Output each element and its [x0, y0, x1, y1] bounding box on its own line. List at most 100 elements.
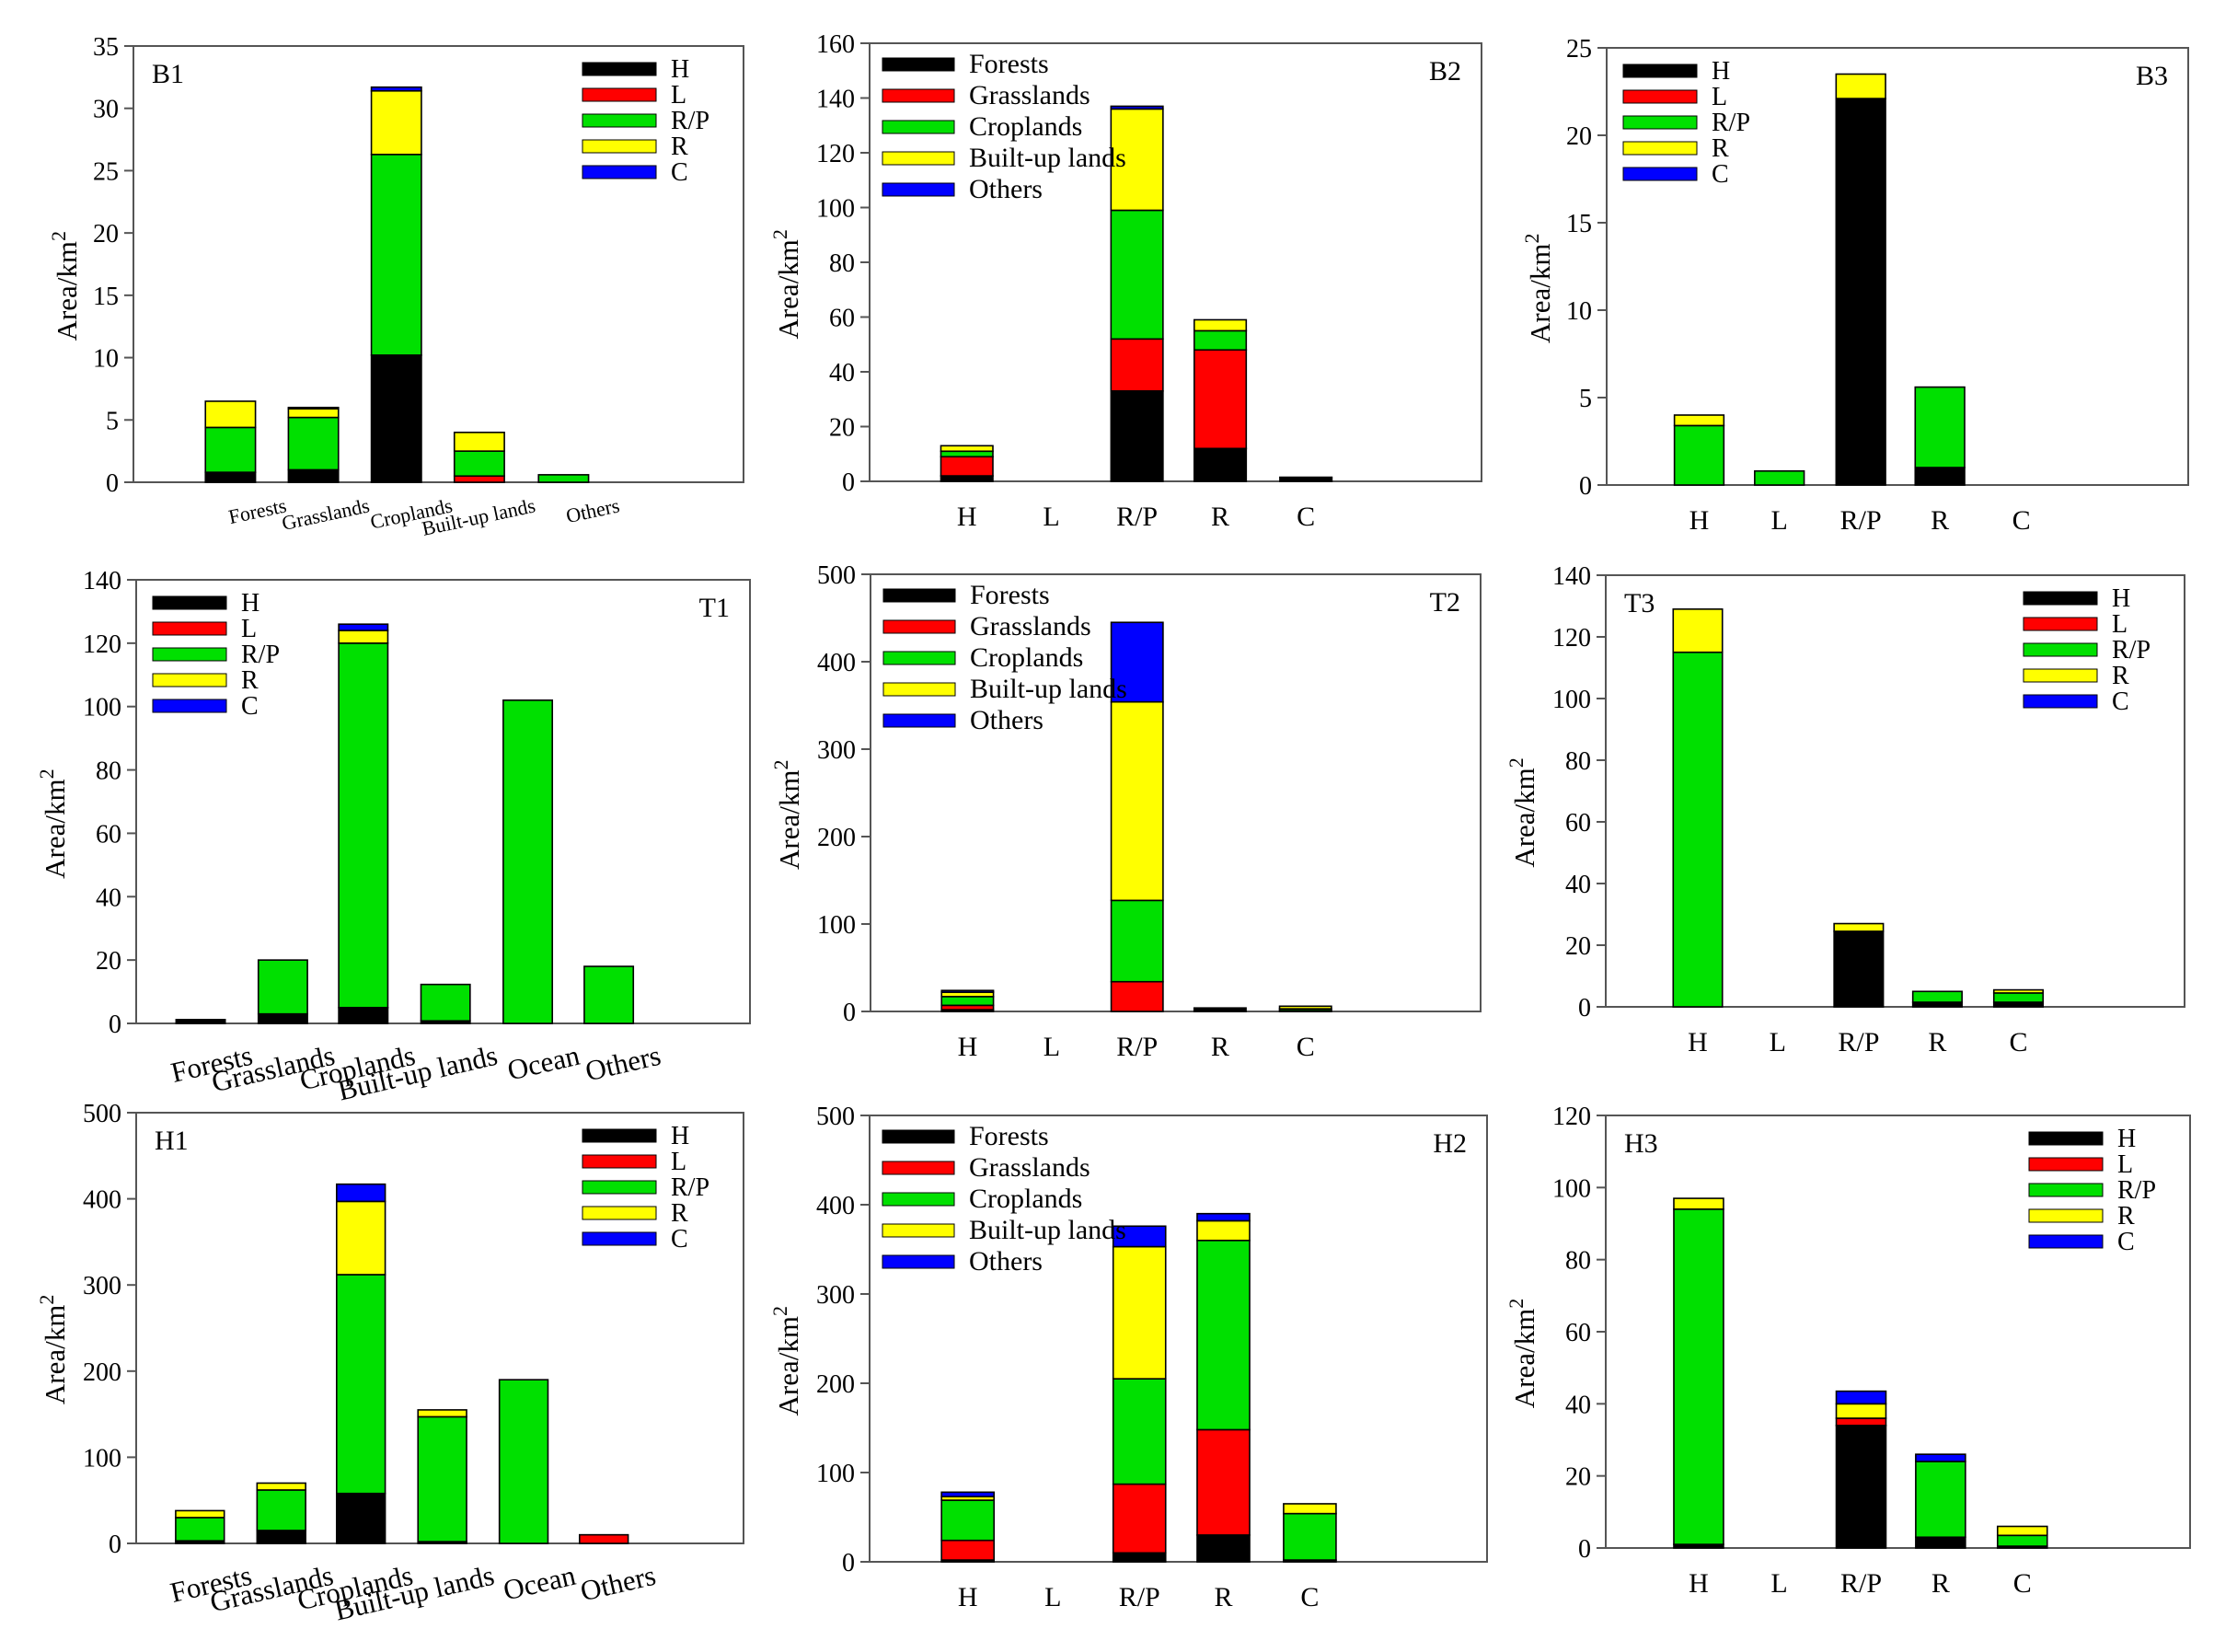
x-tick-label: R/P — [1840, 505, 1882, 536]
y-axis: 0 100 200 300 400 500 Area/km2 — [35, 1100, 136, 1559]
legend-swatch-c — [152, 699, 227, 713]
bar-segment-others-r-p — [537, 474, 590, 483]
bar-segment-h-croplands — [940, 450, 994, 458]
bar-group — [1673, 73, 1966, 486]
y-axis-label: Area/km2 — [47, 231, 83, 341]
bar-segment-r-built-up-lands — [1193, 318, 1248, 332]
y-tick-label: 20 — [96, 947, 121, 976]
legend-swatch-forests — [882, 1129, 955, 1144]
bar-segment-others-l — [578, 1533, 629, 1544]
bar-segment-r-built-up-lands — [1196, 1219, 1251, 1242]
bar-segment-c-forests — [1279, 476, 1333, 482]
y-tick-label: 120 — [1552, 1103, 1591, 1131]
bar-segment-r-p-built-up-lands — [1110, 700, 1164, 902]
legend-label-croplands: Croplands — [969, 111, 1082, 142]
y-tick-label: 500 — [817, 561, 856, 590]
legend-swatch-l — [582, 87, 657, 102]
y-axis: 0 20 40 60 80 100 120 140 Area/km2 — [1505, 562, 1606, 1022]
y-tick-label: 200 — [816, 1370, 855, 1399]
legend-swatch-forests — [882, 588, 956, 603]
bar-segment-r-forests — [1193, 447, 1248, 482]
legend-label-c: C — [2117, 1228, 2135, 1256]
y-tick-label: 200 — [83, 1358, 121, 1387]
y-tick-label: 300 — [816, 1281, 855, 1310]
bar-segment-grasslands-h — [287, 468, 340, 483]
y-axis: 0 5 10 15 20 25 Area/km2 — [1520, 35, 1607, 501]
y-tick-label: 10 — [1566, 297, 1592, 326]
legend-label-r: R — [1712, 134, 1729, 163]
bar-segment-h-croplands — [940, 996, 995, 1007]
x-tick-label: R — [1931, 505, 1949, 536]
bar-segment-croplands-h — [370, 354, 422, 483]
y-axis: 0 5 10 15 20 25 30 35 Area/km2 — [47, 33, 133, 498]
legend-label-built-up-lands: Built-up lands — [969, 143, 1126, 173]
y-tick-label: 0 — [109, 1531, 121, 1559]
legend-swatch-built-up-lands — [882, 1223, 955, 1238]
legend-swatch-built-up-lands — [882, 151, 955, 166]
y-axis-label: Area/km2 — [768, 1306, 804, 1415]
bar-segment-r-p-grasslands — [1112, 1483, 1167, 1554]
plot-frame — [870, 573, 1482, 1012]
legend-label-c: C — [2112, 687, 2129, 716]
bar-segment-r-p-l — [1835, 1417, 1887, 1427]
bar-segment-r-p-built-up-lands — [1110, 108, 1164, 212]
bar-segment-r-p-h — [1835, 1425, 1887, 1549]
bar-segment-r-forests — [1193, 1007, 1247, 1012]
x-tick-label: L — [1044, 1032, 1060, 1062]
y-tick-label: 15 — [93, 283, 119, 311]
bar-segment-h-r-p — [1672, 651, 1724, 1008]
y-tick-label: 10 — [93, 345, 119, 374]
bar-segment-r-p-r — [1835, 73, 1886, 99]
y-tick-label: 400 — [83, 1186, 121, 1215]
bar-segment-r-p-forests — [1112, 1552, 1167, 1563]
legend-swatch-r-p — [152, 647, 227, 662]
legend-swatch-l — [2023, 617, 2098, 631]
bar-segment-grasslands-h — [256, 1530, 306, 1544]
x-tick-label: Forests — [226, 493, 288, 528]
y-tick-label: 35 — [93, 33, 119, 62]
legend: HLR/PRC — [1622, 57, 1750, 189]
bar-group — [1673, 1197, 2048, 1549]
y-axis: 0 20 40 60 80 100 120 140 Area/km2 — [35, 567, 136, 1039]
legend-swatch-r-p — [1622, 115, 1698, 130]
y-tick-label: 80 — [1565, 747, 1591, 776]
y-tick-label: 20 — [1565, 932, 1591, 961]
legend-label-h: H — [1712, 57, 1730, 86]
bar-segment-croplands-h — [338, 1006, 389, 1024]
bar-segment-c-r — [1996, 1525, 2048, 1537]
legend-label-l: L — [671, 81, 686, 110]
y-tick-label: 0 — [1578, 1535, 1591, 1564]
plot-frame — [1605, 574, 2185, 1008]
x-tick-label: Ocean — [504, 1039, 582, 1087]
y-tick-label: 120 — [83, 630, 121, 659]
bar-segment-c-r-p — [1992, 992, 2045, 1003]
x-tick-label: C — [2013, 1568, 2032, 1599]
legend-swatch-h — [582, 1128, 657, 1143]
x-axis: H L R/P R C — [958, 1032, 1315, 1062]
bar-segment-r-p-forests — [1110, 390, 1164, 482]
bar-segment-grasslands-h — [257, 1012, 308, 1024]
x-axis: H L R/P R C — [1689, 1568, 2032, 1599]
x-axis: H L R/P R C — [958, 1582, 1320, 1612]
legend-swatch-c — [1622, 167, 1698, 181]
x-axis: H L R/P R C — [957, 502, 1315, 532]
y-axis-label: Area/km2 — [769, 760, 805, 870]
y-tick-label: 20 — [1565, 1463, 1591, 1492]
x-tick-label: H — [958, 1032, 978, 1062]
y-tick-label: 140 — [1552, 562, 1591, 591]
bar-segment-r-c — [1915, 1453, 1966, 1462]
y-tick-label: 100 — [1552, 686, 1591, 714]
legend-swatch-r — [2023, 668, 2098, 683]
legend-label-h: H — [671, 1122, 689, 1150]
panel-title: B1 — [152, 59, 184, 89]
y-tick-label: 120 — [816, 140, 855, 168]
y-tick-label: 60 — [1565, 1319, 1591, 1347]
y-tick-label: 140 — [83, 567, 121, 595]
chart-panel-b1: 05101520253035Area/km2ForestsGrasslandsC… — [47, 33, 744, 540]
bar-segment-h-forests — [940, 475, 994, 482]
